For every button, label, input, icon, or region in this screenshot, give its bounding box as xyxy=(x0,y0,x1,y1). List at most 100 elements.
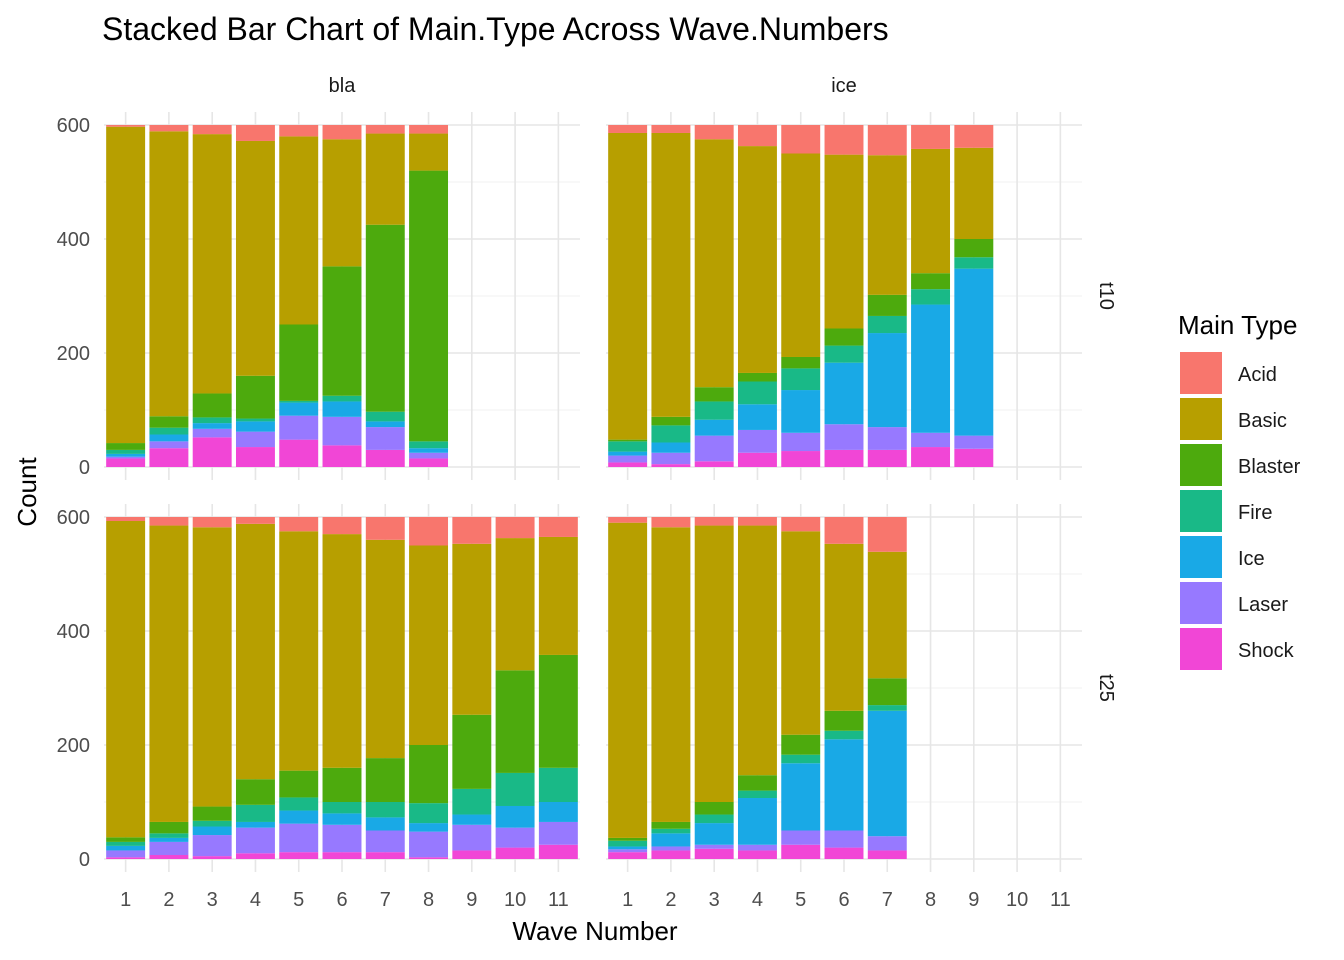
bar-segment-ice xyxy=(538,802,578,822)
bar-segment-fire xyxy=(867,315,907,334)
bar-segment-acid xyxy=(694,125,734,140)
bar-segment-acid xyxy=(452,517,492,544)
x-tick-label: 9 xyxy=(466,889,477,911)
bar-segment-laser xyxy=(322,824,362,853)
bar-segment-acid xyxy=(651,125,691,133)
bar-segment-basic xyxy=(149,525,189,822)
bar-segment-basic xyxy=(365,133,405,225)
bar-segment-fire xyxy=(694,401,734,420)
x-tick-label: 4 xyxy=(250,889,261,911)
x-tick-label: 10 xyxy=(1006,889,1028,911)
bar-segment-fire xyxy=(651,425,691,443)
bar-segment-shock xyxy=(279,439,319,467)
y-tick-label: 200 xyxy=(57,735,90,757)
bar-segment-shock xyxy=(824,847,864,859)
bar-segment-basic xyxy=(106,126,146,444)
bar-segment-blaster xyxy=(409,170,449,442)
bar-segment-acid xyxy=(149,125,189,132)
bar-segment-ice xyxy=(149,434,189,442)
bar-segment-basic xyxy=(279,136,319,325)
bar-segment-blaster xyxy=(149,821,189,834)
bar-segment-basic xyxy=(322,139,362,267)
bar-segment-basic xyxy=(365,539,405,759)
facet-column-label: ice xyxy=(831,75,857,97)
x-tick-label: 4 xyxy=(752,889,763,911)
bar-segment-blaster xyxy=(235,375,275,419)
legend-swatch-blaster xyxy=(1180,444,1222,486)
legend-swatch-fire xyxy=(1180,490,1222,532)
bar-segment-laser xyxy=(781,432,821,452)
bar-segment-acid xyxy=(279,125,319,137)
bar-segment-basic xyxy=(235,140,275,376)
bar-segment-ice xyxy=(608,846,648,850)
bar-segment-blaster xyxy=(824,710,864,731)
bar-segment-ice xyxy=(781,390,821,433)
bar-segment-fire xyxy=(192,417,232,424)
bar-segment-basic xyxy=(409,133,449,171)
facet-row-label: t25 xyxy=(1095,674,1117,702)
bar-segment-blaster xyxy=(192,806,232,821)
bar-segment-acid xyxy=(911,125,951,149)
bar-segment-acid xyxy=(322,517,362,535)
legend-swatch-shock xyxy=(1180,628,1222,670)
bar-segment-ice xyxy=(192,826,232,836)
bar-segment-basic xyxy=(824,543,864,711)
bar-segment-fire xyxy=(365,411,405,422)
bar-segment-shock xyxy=(322,852,362,859)
bar-segment-laser xyxy=(824,424,864,450)
bar-segment-ice xyxy=(694,419,734,436)
legend-label-ice: Ice xyxy=(1238,548,1265,570)
bar-segment-fire xyxy=(106,841,146,846)
bar-segment-ice xyxy=(322,401,362,417)
x-tick-label: 3 xyxy=(709,889,720,911)
facet-column-label: bla xyxy=(329,75,357,97)
bar-segment-acid xyxy=(781,125,821,154)
bar-segment-laser xyxy=(538,821,578,845)
bar-segment-basic xyxy=(737,525,777,776)
bar-segment-shock xyxy=(781,844,821,859)
bar-segment-basic xyxy=(651,132,691,417)
bar-segment-shock xyxy=(694,848,734,859)
bar-segment-ice xyxy=(694,823,734,845)
bar-segment-ice xyxy=(365,817,405,831)
bar-segment-basic xyxy=(824,154,864,329)
bar-segment-shock xyxy=(409,857,449,859)
y-axis-title: Count xyxy=(12,457,42,527)
bar-segment-shock xyxy=(409,458,449,467)
legend-label-shock: Shock xyxy=(1238,640,1295,662)
bar-segment-shock xyxy=(867,449,907,467)
bar-segment-blaster xyxy=(737,775,777,791)
bar-segment-acid xyxy=(235,517,275,524)
bar-segment-laser xyxy=(149,841,189,856)
bar-segment-blaster xyxy=(651,416,691,426)
bar-segment-blaster xyxy=(824,328,864,346)
bar-segment-acid xyxy=(192,517,232,528)
bar-segment-basic xyxy=(192,134,232,394)
bar-segment-basic xyxy=(149,131,189,417)
bar-segment-fire xyxy=(737,790,777,799)
bar-segment-basic xyxy=(781,153,821,357)
bar-segment-acid xyxy=(781,517,821,532)
bar-segment-shock xyxy=(235,447,275,467)
bar-segment-acid xyxy=(106,125,146,127)
bar-segment-shock xyxy=(608,852,648,859)
bar-segment-laser xyxy=(737,844,777,851)
bar-segment-fire xyxy=(781,368,821,391)
bar-segment-ice xyxy=(279,402,319,416)
x-tick-label: 7 xyxy=(380,889,391,911)
bar-segment-blaster xyxy=(192,393,232,418)
legend-label-fire: Fire xyxy=(1238,502,1272,524)
y-tick-label: 200 xyxy=(57,343,90,365)
bar-segment-acid xyxy=(495,517,535,539)
legend-swatch-basic xyxy=(1180,398,1222,440)
bar-segment-basic xyxy=(495,538,535,671)
bar-segment-acid xyxy=(365,517,405,540)
bar-segment-blaster xyxy=(365,224,405,412)
bar-segment-laser xyxy=(911,432,951,448)
x-tick-label: 11 xyxy=(548,889,569,911)
bar-segment-ice xyxy=(192,423,232,429)
y-tick-label: 0 xyxy=(79,849,90,871)
bar-segment-fire xyxy=(279,797,319,811)
bar-segment-basic xyxy=(867,551,907,679)
